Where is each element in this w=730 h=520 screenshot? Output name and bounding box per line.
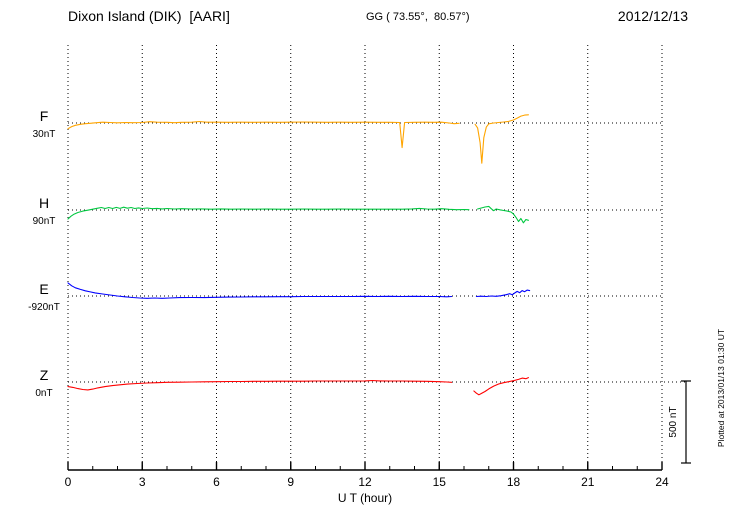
series-label-Z: Z — [40, 367, 49, 383]
x-tick-label: 3 — [139, 475, 146, 489]
trace-Z — [473, 377, 529, 396]
x-tick-label: 15 — [433, 475, 447, 489]
x-axis-label: U T (hour) — [338, 491, 392, 505]
series-label-H: H — [39, 195, 49, 211]
x-tick-label: 18 — [507, 475, 521, 489]
station-title: Dixon Island (DIK) [AARI] — [68, 8, 230, 24]
x-tick-label: 6 — [213, 475, 220, 489]
trace-E — [475, 289, 531, 298]
date-label: 2012/12/13 — [617, 8, 688, 24]
trace-E — [67, 282, 453, 299]
x-tick-label: 24 — [655, 475, 669, 489]
trace-F — [67, 120, 460, 149]
trace-F — [474, 114, 529, 164]
trace-H — [67, 206, 470, 220]
trace-H — [477, 205, 529, 224]
x-tick-label: 9 — [287, 475, 294, 489]
series-baseline-value-F: 30nT — [33, 129, 56, 140]
plotted-at-note: Plotted at 2013/01/13 01:30 UT — [716, 329, 726, 447]
geographic-coordinates: GG ( 73.55°, 80.57°) — [366, 11, 470, 23]
series-baseline-value-Z: 0nT — [35, 388, 52, 399]
scale-bar-label: 500 nT — [668, 406, 679, 437]
series-label-F: F — [40, 108, 49, 124]
x-tick-label: 12 — [358, 475, 372, 489]
series-label-E: E — [39, 281, 48, 297]
x-tick-label: 21 — [581, 475, 595, 489]
series-baseline-value-H: 90nT — [33, 216, 56, 227]
trace-Z — [67, 379, 453, 391]
series-baseline-value-E: -920nT — [28, 302, 60, 313]
x-tick-label: 0 — [65, 475, 72, 489]
